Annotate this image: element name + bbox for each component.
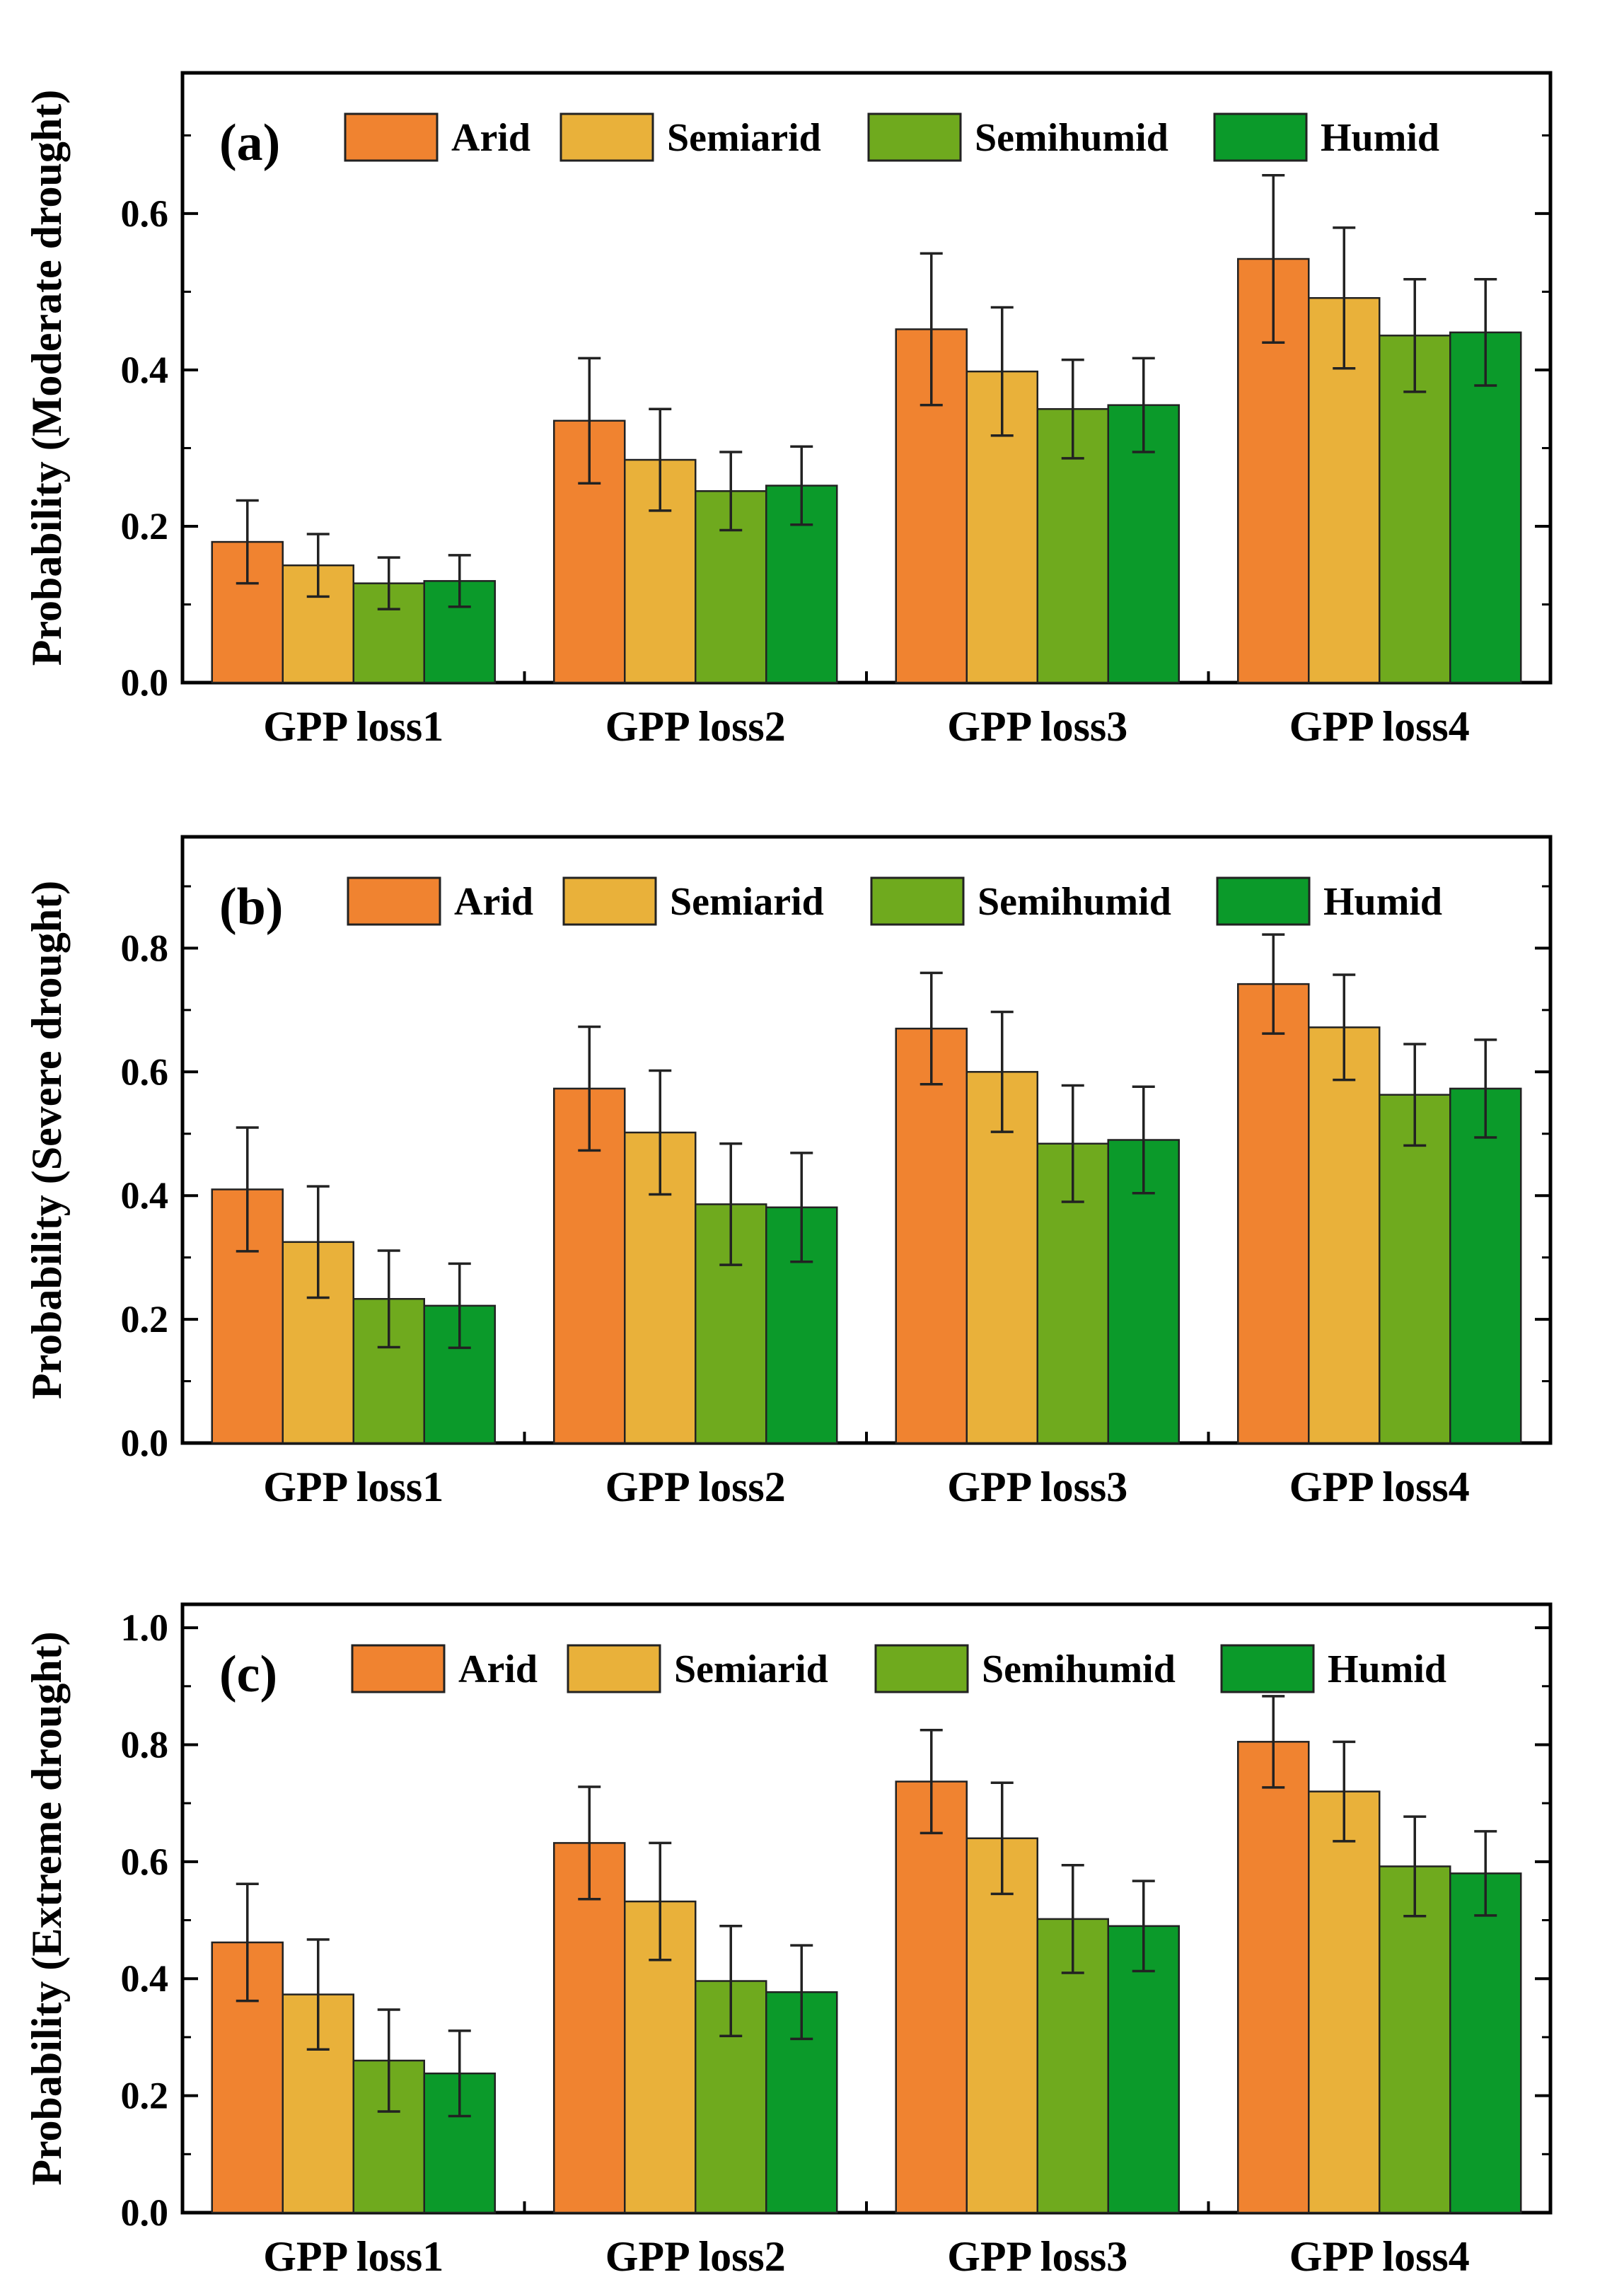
legend-label-semihumid: Semihumid: [982, 1647, 1176, 1691]
legend-label-arid: Arid: [454, 880, 533, 924]
legend-label-semihumid: Semihumid: [978, 880, 1171, 924]
bar-semiarid-4: [1308, 1026, 1381, 1444]
legend-label-semihumid: Semihumid: [975, 116, 1168, 160]
chart-panel-2: 0.0 0.2 0.4 0.6 0.8 Probability (Severe droug…: [23, 835, 1553, 1510]
y-axis-label: Probability (Moderate drought): [23, 90, 70, 666]
bar-arid-2: [553, 1842, 626, 2214]
y-tick-label: 0.4: [121, 349, 169, 391]
legend-label-arid: Arid: [458, 1647, 538, 1691]
bar-humid-4: [1449, 331, 1522, 684]
legend-swatch-semiarid: [562, 876, 657, 926]
bar-semihumid-4: [1379, 335, 1451, 684]
chart-panel-1: 0.0 0.2 0.4 0.6 Probability (Moderate drough…: [23, 71, 1553, 750]
x-tick-label: GPP loss3: [947, 1464, 1127, 1510]
y-tick-label: 0.8: [121, 1723, 169, 1766]
x-tick-label: GPP loss1: [263, 2233, 443, 2280]
x-tick-label: GPP loss4: [1289, 1464, 1470, 1510]
bar-humid-4: [1449, 1872, 1522, 2214]
legend-label-arid: Arid: [451, 116, 530, 160]
x-tick-label: GPP loss4: [1289, 703, 1470, 750]
y-tick-label: 1.0: [121, 1606, 169, 1649]
y-tick-label: 0.2: [121, 1298, 169, 1340]
x-tick-label: GPP loss3: [947, 703, 1127, 750]
bar-arid-1: [211, 540, 284, 684]
y-tick-label: 0.0: [121, 2191, 169, 2234]
legend-swatch-semihumid: [870, 876, 965, 926]
y-axis-label: Probability (Extreme drought): [23, 1631, 70, 2185]
legend-label-humid: Humid: [1328, 1647, 1446, 1691]
y-tick-label: 0.4: [121, 1174, 169, 1217]
legend-swatch-humid: [1213, 112, 1308, 162]
y-tick-label: 0.2: [121, 505, 169, 548]
legend-swatch-semihumid: [874, 1644, 969, 1693]
panel-label: (b): [219, 878, 283, 936]
bar-semihumid-4: [1379, 1094, 1451, 1444]
legend-label-humid: Humid: [1321, 116, 1439, 160]
y-axis-label: Probability (Severe drought): [23, 881, 70, 1399]
x-tick-label: GPP loss2: [605, 2233, 786, 2280]
panel-label: (c): [219, 1645, 277, 1703]
legend-swatch-humid: [1220, 1644, 1315, 1693]
y-tick-label: 0.0: [121, 661, 169, 704]
bar-arid-4: [1237, 983, 1310, 1444]
legend-swatch-semiarid: [559, 112, 654, 162]
x-tick-label: GPP loss4: [1289, 2233, 1470, 2280]
bar-arid-3: [895, 1027, 968, 1444]
x-tick-label: GPP loss3: [947, 2233, 1127, 2280]
legend-swatch-semihumid: [867, 112, 962, 162]
bar-semiarid-3: [965, 1071, 1038, 1444]
y-tick-label: 0.6: [121, 192, 169, 235]
x-tick-label: GPP loss1: [263, 703, 443, 750]
y-tick-label: 0.4: [121, 1957, 169, 2000]
legend-label-semiarid: Semiarid: [667, 116, 821, 160]
legend-label-semiarid: Semiarid: [670, 880, 824, 924]
legend-swatch-arid: [347, 876, 441, 926]
bar-semiarid-3: [965, 1837, 1038, 2214]
panel-label: (a): [219, 114, 280, 172]
bar-semiarid-4: [1308, 1790, 1381, 2214]
y-tick-label: 0.2: [121, 2075, 169, 2117]
legend-label-humid: Humid: [1323, 880, 1442, 924]
legend-swatch-semiarid: [567, 1644, 661, 1693]
legend-label-semiarid: Semiarid: [674, 1647, 828, 1691]
x-tick-label: GPP loss2: [605, 1464, 786, 1510]
bar-humid-4: [1449, 1087, 1522, 1444]
y-tick-label: 0.0: [121, 1422, 169, 1464]
bar-semiarid-3: [965, 370, 1038, 684]
x-tick-label: GPP loss1: [263, 1464, 443, 1510]
legend-swatch-arid: [351, 1644, 446, 1693]
y-tick-label: 0.6: [121, 1841, 169, 1883]
bar-semiarid-1: [282, 564, 354, 684]
bar-semihumid-4: [1379, 1865, 1451, 2214]
x-tick-label: GPP loss2: [605, 703, 786, 750]
legend-swatch-arid: [344, 112, 439, 162]
chart-panel-3: 0.0 0.2 0.4 0.6 0.8 1.0 Probability (Extreme d…: [23, 1602, 1553, 2280]
bar-arid-4: [1237, 1741, 1310, 2214]
y-tick-label: 0.6: [121, 1050, 169, 1093]
bar-humid-3: [1107, 1925, 1180, 2214]
legend-swatch-humid: [1216, 876, 1311, 926]
y-tick-label: 0.8: [121, 927, 169, 969]
bar-arid-3: [895, 1780, 968, 2214]
